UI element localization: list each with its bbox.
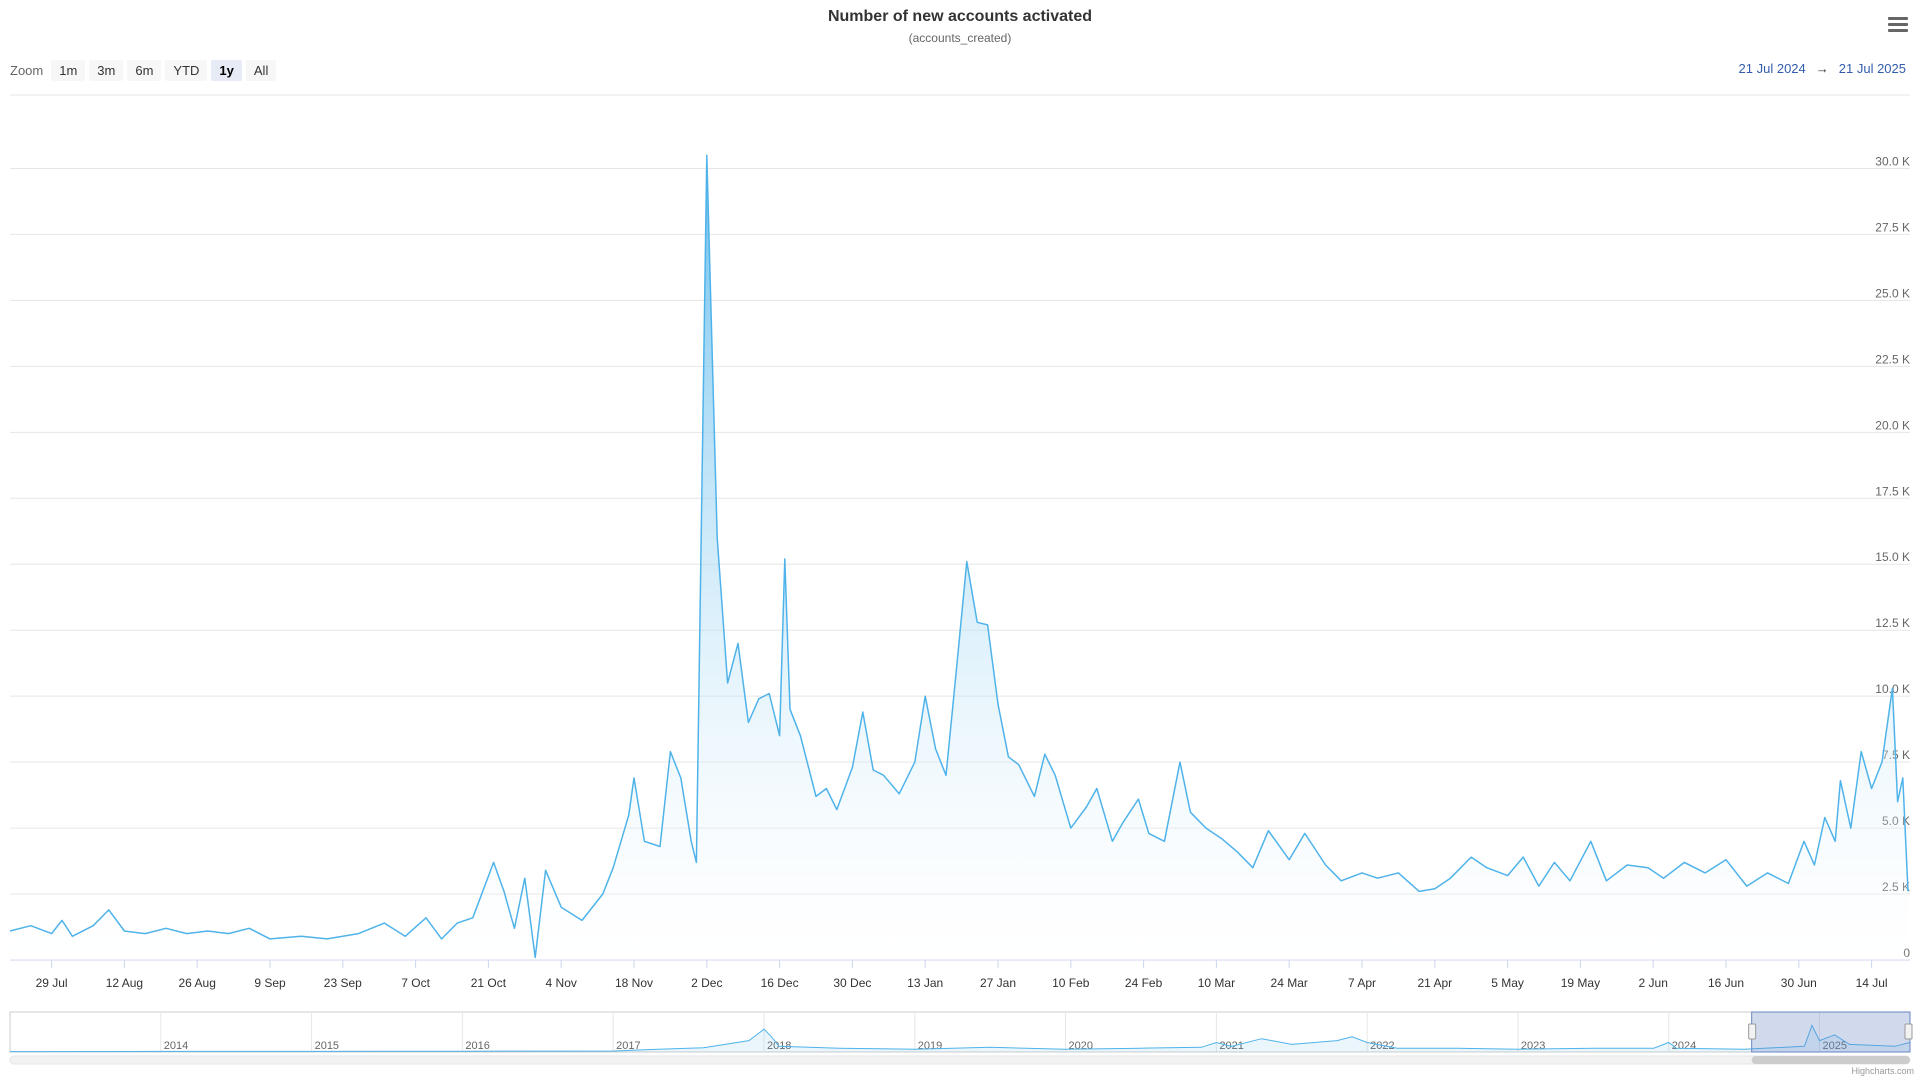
x-tick-label: 24 Mar [1271, 976, 1308, 990]
x-tick-label: 23 Sep [324, 976, 362, 990]
x-tick-label: 12 Aug [106, 976, 143, 990]
range-arrow-icon: → [1815, 61, 1829, 76]
navigator-year-label: 2016 [465, 1040, 489, 1052]
x-tick-label: 2 Jun [1639, 976, 1668, 990]
zoom-button-1y[interactable]: 1y [211, 60, 242, 81]
chart-title: Number of new accounts activated [827, 8, 1093, 25]
zoom-button-ytd[interactable]: YTD [165, 60, 208, 81]
zoom-button-3m[interactable]: 3m [89, 60, 124, 81]
x-axis: 29 Jul 12 Aug 26 Aug 9 Sep 23 Sep 7 Oct 21 Oct… [10, 959, 1910, 990]
y-tick-label: 25.0 K [1875, 286, 1910, 300]
navigator-series-line [9, 1024, 1911, 1053]
navigator-year-label: 2015 [315, 1040, 339, 1052]
navigator-year-label: 2025 [1823, 1040, 1847, 1052]
zoom-button-all[interactable]: All [245, 60, 277, 81]
navigator: 2014 2015 2016 2017 2018 2019 2020 2021 2022 2023… [9, 1011, 1913, 1065]
x-tick-label: 10 Feb [1052, 976, 1090, 990]
navigator-scrollbar-thumb[interactable] [1751, 1056, 1910, 1064]
hamburger-menu-icon[interactable] [1886, 14, 1910, 36]
x-tick-label: 9 Sep [254, 976, 286, 990]
navigator-year-label: 2024 [1672, 1040, 1696, 1052]
y-tick-label: 12.5 K [1875, 616, 1910, 630]
credits-link[interactable]: Highcharts.com [1851, 1066, 1914, 1076]
x-tick-label: 30 Jun [1781, 976, 1817, 990]
y-tick-label: 30.0 K [1875, 154, 1910, 168]
y-tick-label: 15.0 K [1875, 550, 1910, 564]
x-tick-label: 26 Aug [179, 976, 216, 990]
y-tick-label: 17.5 K [1875, 484, 1910, 498]
x-tick-label: 14 Jul [1856, 976, 1888, 990]
navigator-handle[interactable] [1748, 1023, 1757, 1040]
navigator-frame [9, 1011, 1911, 1053]
y-tick-label: 22.5 K [1875, 352, 1910, 366]
range-from-date[interactable]: 21 Jul 2024 [1738, 61, 1806, 76]
x-tick-label: 24 Feb [1125, 976, 1163, 990]
x-tick-label: 29 Jul [36, 976, 68, 990]
x-tick-label: 2 Dec [691, 976, 722, 990]
range-to-date[interactable]: 21 Jul 2025 [1838, 61, 1906, 76]
zoom-button-1m[interactable]: 1m [51, 60, 86, 81]
x-tick-label: 27 Jan [980, 976, 1016, 990]
zoom-selector: Zoom 1m 3m 6m YTD 1y All [10, 60, 277, 81]
series-group [9, 154, 1909, 961]
y-tick-label: 20.0 K [1875, 418, 1910, 432]
navigator-year-label: 2017 [616, 1040, 640, 1052]
navigator-year-label: 2022 [1370, 1040, 1394, 1052]
x-tick-label: 5 May [1491, 976, 1524, 990]
x-tick-label: 10 Mar [1198, 976, 1235, 990]
x-tick-label: 16 Jun [1708, 976, 1744, 990]
x-tick-label: 18 Nov [615, 976, 653, 990]
chart-subtitle: (accounts_created) [908, 31, 1012, 45]
y-tick-label: 27.5 K [1875, 220, 1910, 234]
zoom-label: Zoom [10, 63, 44, 78]
x-tick-label: 30 Dec [833, 976, 871, 990]
series-area [10, 155, 1908, 961]
zoom-button-6m[interactable]: 6m [127, 60, 162, 81]
x-tick-label: 19 May [1561, 976, 1600, 990]
x-tick-label: 21 Oct [471, 976, 507, 990]
navigator-year-label: 2014 [164, 1040, 188, 1052]
x-tick-label: 21 Apr [1417, 976, 1452, 990]
x-tick-label: 7 Apr [1348, 976, 1376, 990]
navigator-selection [1751, 1011, 1911, 1053]
x-tick-label: 7 Oct [401, 976, 430, 990]
navigator-handle[interactable] [1904, 1023, 1913, 1040]
x-tick-label: 13 Jan [907, 976, 943, 990]
date-range: 21 Jul 2024 → 21 Jul 2025 [1739, 61, 1906, 76]
x-tick-label: 16 Dec [761, 976, 799, 990]
navigator-scrollbar-track[interactable] [9, 1055, 1911, 1065]
x-tick-label: 4 Nov [546, 976, 577, 990]
